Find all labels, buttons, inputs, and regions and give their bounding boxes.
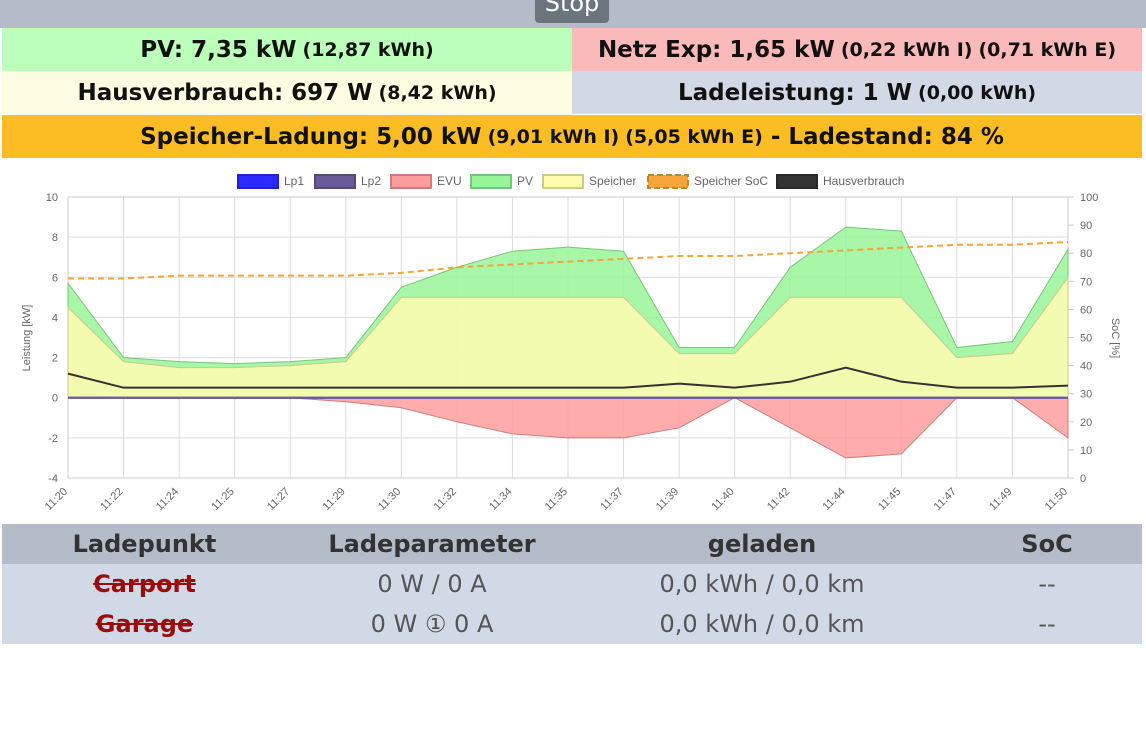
legend-label: Lp1 — [284, 174, 304, 188]
y-tick-label: -2 — [48, 433, 58, 445]
line — [68, 240, 1069, 280]
x-tick-label: 11:24 — [154, 486, 181, 513]
x-tick-label: 11:42 — [765, 486, 792, 513]
y2-tick-label: 10 — [1080, 445, 1092, 457]
y-tick-label: 6 — [52, 272, 58, 284]
chart: Leistung [kW] SoC [%] -4-202468100102030… — [21, 174, 1121, 513]
x-tick-label: 11:30 — [376, 486, 403, 513]
legend-label: PV — [517, 174, 533, 188]
cell: -- — [1038, 570, 1056, 598]
table-row: Garage 0 W ① 0 A 0,0 kWh / 0,0 km -- — [2, 604, 1142, 644]
storage-detail: (9,01 kWh I) — [487, 125, 620, 148]
x-tick-label: 11:32 — [432, 486, 459, 513]
legend-swatch — [237, 174, 279, 189]
y2-tick-label: 100 — [1080, 192, 1098, 204]
house-cell: Hausverbrauch: 697 W (8,42 kWh) — [2, 71, 572, 114]
y-tick-label: 4 — [52, 312, 58, 324]
storage-cell: Speicher-Ladung: 5,00 kW (9,01 kWh I) (5,0… — [2, 115, 1142, 158]
storage-level: - Ladestand: 84 % — [770, 123, 1004, 150]
legend-swatch — [390, 174, 432, 189]
x-tick-label: 11:50 — [1043, 486, 1070, 513]
y2-tick-label: 90 — [1080, 220, 1092, 232]
table-row: Carport 0 W / 0 A 0,0 kWh / 0,0 km -- — [2, 564, 1142, 604]
x-tick-label: 11:37 — [598, 486, 625, 513]
house-value: Hausverbrauch: 697 W — [77, 79, 373, 106]
line — [67, 366, 1069, 389]
y-tick-label: -4 — [48, 473, 58, 485]
x-tick-label: 11:47 — [932, 486, 959, 513]
cell: -- — [1038, 610, 1056, 638]
y2-tick-label: 40 — [1080, 361, 1092, 373]
y2-axis-label: SoC [%] — [1109, 318, 1121, 358]
y2-tick-label: 0 — [1080, 473, 1086, 485]
grid-detail: (0,71 kWh E) — [978, 38, 1117, 61]
header-cell: SoC — [1021, 530, 1073, 558]
charge-point-name[interactable]: Carport — [93, 570, 196, 598]
x-tick-label: 11:34 — [487, 486, 514, 513]
storage-detail: (5,05 kWh E) — [625, 125, 763, 148]
legend-label: EVU — [437, 174, 462, 188]
x-tick-label: 11:27 — [265, 486, 292, 513]
grid-detail: (0,22 kWh I) — [840, 38, 973, 61]
cell: 0 W / 0 A — [377, 570, 487, 598]
y2-tick-label: 60 — [1080, 304, 1092, 316]
charge-value: Ladeleistung: 1 W — [677, 79, 913, 106]
x-tick-label: 11:45 — [876, 486, 903, 513]
y-tick-label: 8 — [52, 232, 58, 244]
legend-label: Speicher — [589, 174, 636, 188]
pv-cell: PV: 7,35 kW (12,87 kWh) — [2, 28, 572, 71]
x-tick-label: 11:44 — [821, 486, 848, 513]
y2-tick-label: 20 — [1080, 417, 1092, 429]
x-tick-label: 11:39 — [654, 486, 681, 513]
cell: 0,0 kWh / 0,0 km — [659, 610, 865, 638]
y2-tick-label: 70 — [1080, 276, 1092, 288]
y2-tick-label: 80 — [1080, 248, 1092, 260]
cell: 0,0 kWh / 0,0 km — [659, 570, 865, 598]
legend-swatch — [470, 174, 512, 189]
y-tick-label: 10 — [46, 192, 58, 204]
area — [67, 275, 1069, 399]
grid-cell: Netz Exp: 1,65 kW (0,22 kWh I) (0,71 kWh E… — [572, 28, 1142, 71]
legend-swatch — [542, 174, 584, 189]
stop-button[interactable]: Stop — [535, 0, 609, 23]
legend-swatch — [776, 174, 818, 189]
y-tick-label: 2 — [52, 353, 58, 365]
cell: 0 W ① 0 A — [370, 610, 494, 638]
pv-detail: (12,87 kWh) — [302, 38, 434, 61]
charge-point-name[interactable]: Garage — [95, 610, 194, 638]
y-axis-label: Leistung [kW] — [21, 305, 33, 372]
charge-cell: Ladeleistung: 1 W (0,00 kWh) — [572, 71, 1142, 114]
storage-value: Speicher-Ladung: 5,00 kW — [140, 123, 482, 150]
x-tick-label: 11:20 — [43, 486, 70, 513]
house-detail: (8,42 kWh) — [378, 81, 497, 104]
y2-tick-label: 50 — [1080, 333, 1092, 345]
header-cell: Ladepunkt — [72, 530, 217, 558]
y2-tick-label: 30 — [1080, 389, 1092, 401]
x-tick-label: 11:22 — [98, 486, 125, 513]
legend-label: Lp2 — [361, 174, 381, 188]
x-tick-label: 11:49 — [987, 486, 1014, 513]
x-tick-label: 11:25 — [209, 486, 236, 513]
grid-value: Netz Exp: 1,65 kW — [597, 36, 835, 63]
legend-label: Speicher SoC — [694, 174, 768, 188]
x-tick-label: 11:29 — [321, 486, 348, 513]
x-tick-label: 11:40 — [709, 486, 736, 513]
header-cell: Ladeparameter — [328, 530, 536, 558]
pv-value: PV: 7,35 kW — [140, 36, 297, 63]
table-header: Ladepunkt Ladeparameter geladen SoC — [2, 524, 1142, 564]
top-bar: Stop — [0, 0, 1146, 28]
header-cell: geladen — [707, 530, 817, 558]
y-tick-label: 0 — [52, 393, 58, 405]
legend-label: Hausverbrauch — [823, 174, 904, 188]
x-tick-label: 11:35 — [543, 486, 570, 513]
legend-swatch — [647, 174, 689, 189]
charge-detail: (0,00 kWh) — [918, 81, 1037, 104]
legend-swatch — [314, 174, 356, 189]
